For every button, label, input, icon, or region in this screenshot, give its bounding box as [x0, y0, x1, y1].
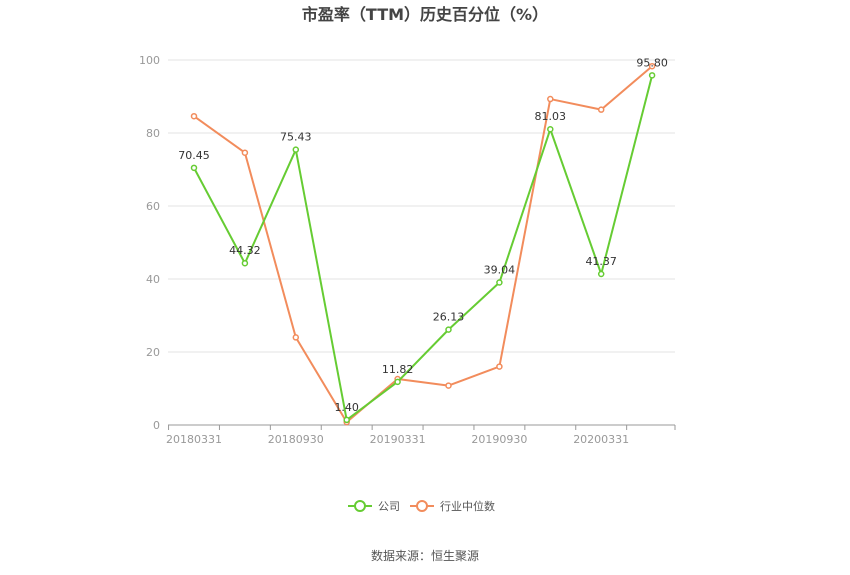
data-point: [597, 106, 605, 113]
data-point: [597, 270, 605, 278]
data-label: 70.45: [178, 149, 210, 162]
data-point: [547, 125, 554, 133]
data-point: [496, 363, 503, 370]
legend-marker: [416, 500, 428, 512]
data-point: [445, 326, 452, 333]
x-tick-label: 20190331: [370, 433, 426, 446]
data-point: [241, 259, 249, 267]
data-label: 1.40: [334, 401, 359, 414]
x-tick-label: 20180930: [268, 433, 324, 446]
legend: 公司 行业中位数: [348, 499, 495, 513]
data-labels: 70.45 44.32 75.43 1.40 11.82 26.13 39.04 81.03 4…: [178, 56, 668, 414]
y-tick-label: 80: [146, 127, 160, 140]
legend-label: 行业中位数: [440, 499, 495, 513]
chart-title: 市盈率（TTM）历史百分位（%）: [302, 5, 548, 24]
data-label: 95.80: [636, 56, 668, 69]
y-tick-label: 0: [153, 419, 160, 432]
series-layer: [190, 62, 656, 426]
source-note: 数据来源：恒生聚源: [371, 548, 479, 563]
data-label: 26.13: [433, 311, 465, 324]
data-label: 81.03: [535, 110, 567, 123]
x-tick-label: 20200331: [573, 433, 629, 446]
legend-item[interactable]: 行业中位数: [410, 499, 495, 513]
y-tick-label: 60: [146, 200, 160, 213]
data-label: 75.43: [280, 131, 312, 144]
x-tick-label: 20190930: [471, 433, 527, 446]
data-point: [292, 334, 300, 341]
x-tick-label: 20180331: [166, 433, 222, 446]
data-point: [648, 72, 656, 79]
series-line: [193, 75, 654, 421]
data-point: [190, 164, 198, 172]
data-label: 41.37: [585, 255, 617, 268]
series-line: [193, 65, 653, 424]
data-point: [648, 62, 656, 70]
data-point: [292, 146, 300, 153]
data-label: 44.32: [229, 244, 261, 257]
legend-marker: [354, 500, 366, 512]
data-point: [445, 382, 452, 389]
data-label: 11.82: [382, 363, 414, 376]
data-point: [343, 416, 350, 424]
y-tick-label: 20: [146, 346, 160, 359]
y-tick-label: 40: [146, 273, 160, 286]
data-point: [496, 279, 503, 286]
axes: 0 20 40 60 80 100 20180331 20180930 20190331 2019…: [139, 54, 676, 446]
legend-label: 公司: [378, 500, 400, 513]
grid-lines: [168, 59, 675, 353]
data-label: 39.04: [484, 264, 516, 277]
data-point: [241, 149, 249, 156]
data-point: [394, 378, 401, 386]
y-tick-label: 100: [139, 54, 160, 67]
data-point: [190, 112, 198, 120]
data-point: [547, 95, 554, 103]
legend-item[interactable]: 公司: [348, 500, 400, 513]
